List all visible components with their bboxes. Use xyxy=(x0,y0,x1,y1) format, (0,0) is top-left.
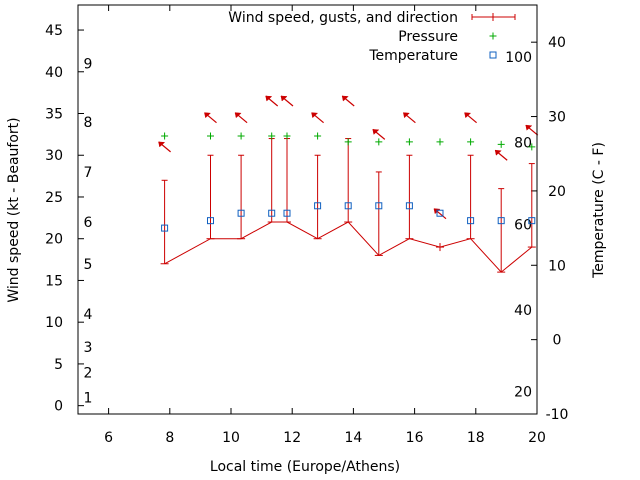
pressure-point xyxy=(161,132,169,140)
temperature-point xyxy=(314,202,322,210)
wind-direction-arrowhead xyxy=(234,112,242,119)
temperature-point xyxy=(268,209,276,217)
fahrenheit-label: 100 xyxy=(505,50,532,66)
x-tick-label: 18 xyxy=(467,430,485,446)
x-tick-label: 14 xyxy=(344,430,362,446)
x-tick-label: 6 xyxy=(104,430,113,446)
temperature-point xyxy=(375,202,383,210)
wind-speed-line xyxy=(164,221,533,273)
beaufort-label: 1 xyxy=(84,390,93,406)
y-tick-label: 10 xyxy=(45,315,63,331)
legend-label: Wind speed, gusts, and direction xyxy=(228,10,458,26)
legend-pressure-swatch xyxy=(489,32,497,40)
y2-tick-label: 40 xyxy=(548,35,566,51)
temperature-point xyxy=(497,217,505,225)
y-tick-label: 30 xyxy=(45,148,63,164)
pressure-point xyxy=(283,132,291,140)
wind-series xyxy=(160,138,536,273)
x-tick-label: 16 xyxy=(406,430,424,446)
pressure-point xyxy=(405,138,413,146)
x-tick-label: 10 xyxy=(222,430,240,446)
wind-direction-arrowhead xyxy=(464,112,472,119)
y2-tick-label: 10 xyxy=(548,258,566,274)
pressure-series xyxy=(161,132,536,151)
y2-tick-label: 0 xyxy=(553,333,562,349)
temperature-point xyxy=(161,224,169,232)
fahrenheit-label: 80 xyxy=(514,136,532,152)
beaufort-label: 6 xyxy=(84,215,93,231)
beaufort-label: 5 xyxy=(84,257,93,273)
pressure-point xyxy=(268,132,276,140)
temperature-point xyxy=(237,209,245,217)
legend-label: Temperature xyxy=(368,48,458,64)
y-tick-label: 45 xyxy=(45,23,63,39)
y-tick-label: 5 xyxy=(54,357,63,373)
tick-labels: 6 8 10 12 14 16 18 20051015202530354045-1001020… xyxy=(45,23,568,446)
y-tick-label: 15 xyxy=(45,273,63,289)
plot-frame xyxy=(77,4,538,415)
wind-direction-arrowhead xyxy=(403,112,410,119)
y2-axis-title: Temperature (C - F) xyxy=(591,142,607,279)
x-tick-label: 20 xyxy=(528,430,546,446)
y2-tick-label: -10 xyxy=(546,407,569,423)
wind-direction-arrowhead xyxy=(341,95,349,102)
fahrenheit-label: 20 xyxy=(514,385,532,401)
temperature-point xyxy=(405,202,413,210)
axis-ticks xyxy=(78,5,538,415)
legend: Wind speed, gusts, and direction Pressure… xyxy=(228,10,516,64)
temperature-point xyxy=(436,209,444,217)
temperature-point xyxy=(344,202,352,210)
fahrenheit-label: 60 xyxy=(514,217,532,233)
wind-direction-arrowhead xyxy=(265,95,273,102)
wind-direction-arrows xyxy=(158,95,539,220)
y-tick-label: 35 xyxy=(45,107,63,123)
y-tick-label: 20 xyxy=(45,232,63,248)
y2-tick-label: 30 xyxy=(548,110,566,126)
wind-direction-arrowhead xyxy=(280,95,288,102)
pressure-point xyxy=(436,138,444,146)
x-tick-label: 8 xyxy=(165,430,174,446)
y2-tick-label: 20 xyxy=(548,184,566,200)
temperature-point xyxy=(206,217,214,225)
pressure-point xyxy=(375,138,383,146)
pressure-point xyxy=(206,132,214,140)
temperature-point xyxy=(467,217,475,225)
secondary-scale-labels: 1 2 3 4 5 6 7 8 9 20 40 60 80 100 xyxy=(84,50,532,406)
beaufort-label: 3 xyxy=(84,340,93,356)
pressure-point xyxy=(314,132,322,140)
pressure-point xyxy=(497,140,505,148)
y-tick-label: 40 xyxy=(45,65,63,81)
temperature-point xyxy=(283,209,291,217)
pressure-point xyxy=(344,138,352,146)
wind-direction-arrowhead xyxy=(158,141,166,148)
wind-direction-arrowhead xyxy=(494,149,502,156)
beaufort-label: 4 xyxy=(84,307,93,323)
y-tick-label: 0 xyxy=(54,399,63,415)
wind-direction-arrowhead xyxy=(372,129,380,135)
y-axis-title: Wind speed (kt - Beaufort) xyxy=(6,117,22,302)
wind-direction-arrowhead xyxy=(311,112,319,119)
x-axis-title: Local time (Europe/Athens) xyxy=(210,459,400,475)
beaufort-label: 8 xyxy=(84,115,93,131)
pressure-point xyxy=(467,138,475,146)
beaufort-label: 9 xyxy=(84,56,93,72)
y-tick-label: 25 xyxy=(45,190,63,206)
wind-direction-arrowhead xyxy=(204,112,212,119)
beaufort-label: 7 xyxy=(84,165,93,181)
legend-label: Pressure xyxy=(398,29,458,45)
x-tick-label: 12 xyxy=(283,430,301,446)
temperature-series xyxy=(161,202,536,232)
pressure-point xyxy=(237,132,245,140)
temperature-point xyxy=(528,217,536,225)
beaufort-label: 2 xyxy=(84,365,93,381)
fahrenheit-label: 40 xyxy=(514,303,532,319)
wind-direction-arrowhead xyxy=(525,124,533,131)
legend-temperature-swatch xyxy=(489,51,497,59)
pressure-point xyxy=(528,143,536,151)
